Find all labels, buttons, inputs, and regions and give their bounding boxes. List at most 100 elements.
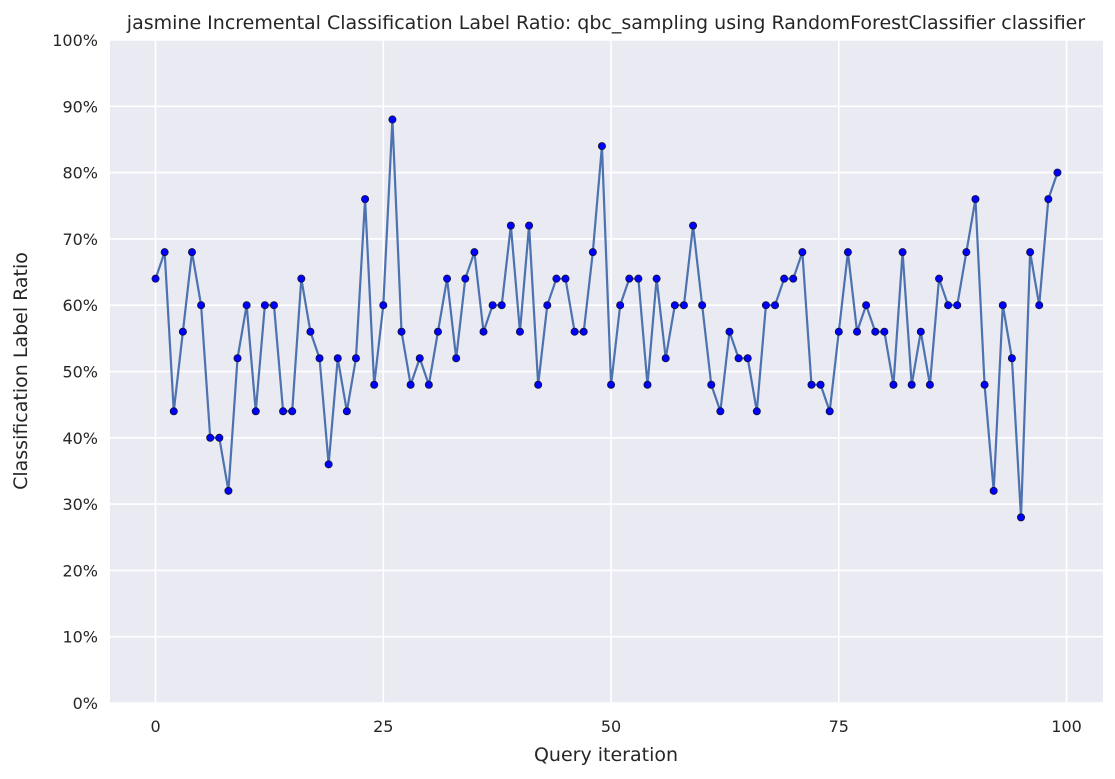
data-point	[269, 301, 278, 310]
data-point	[880, 327, 889, 336]
data-point	[689, 221, 698, 230]
data-point	[306, 327, 315, 336]
data-point	[971, 195, 980, 204]
data-point	[424, 380, 433, 389]
data-point	[834, 327, 843, 336]
data-point	[1017, 513, 1026, 522]
data-point	[370, 380, 379, 389]
data-point	[1044, 195, 1053, 204]
data-point	[980, 380, 989, 389]
data-point	[361, 195, 370, 204]
data-point	[752, 407, 761, 416]
data-point	[670, 301, 679, 310]
y-tick-label: 50%	[62, 363, 98, 382]
data-point	[415, 354, 424, 363]
data-point	[780, 274, 789, 283]
data-point	[151, 274, 160, 283]
data-point	[1035, 301, 1044, 310]
data-point	[397, 327, 406, 336]
y-tick-label: 40%	[62, 429, 98, 448]
y-tick-label: 10%	[62, 628, 98, 647]
y-tick-label: 80%	[62, 164, 98, 183]
data-point	[570, 327, 579, 336]
data-point	[525, 221, 534, 230]
data-point	[160, 248, 169, 257]
data-point	[260, 301, 269, 310]
data-point	[315, 354, 324, 363]
data-point	[187, 248, 196, 257]
x-axis-ticks: 0 25 50 75 100	[150, 717, 1081, 736]
data-point	[433, 327, 442, 336]
grid	[110, 39, 1103, 704]
data-point	[616, 301, 625, 310]
data-point	[707, 380, 716, 389]
data-point	[935, 274, 944, 283]
data-point	[907, 380, 916, 389]
data-point	[515, 327, 524, 336]
data-point	[251, 407, 260, 416]
data-point	[925, 380, 934, 389]
x-tick-label: 50	[601, 717, 621, 736]
data-point	[816, 380, 825, 389]
data-point	[853, 327, 862, 336]
y-tick-label: 0%	[73, 694, 98, 713]
data-point	[661, 354, 670, 363]
data-point	[379, 301, 388, 310]
data-point	[743, 354, 752, 363]
data-point	[761, 301, 770, 310]
data-point	[825, 407, 834, 416]
data-point	[406, 380, 415, 389]
data-point	[297, 274, 306, 283]
data-point	[1053, 168, 1062, 177]
data-point	[579, 327, 588, 336]
y-tick-label: 90%	[62, 97, 98, 116]
data-point	[725, 327, 734, 336]
y-tick-label: 30%	[62, 495, 98, 514]
data-point	[288, 407, 297, 416]
data-point	[242, 301, 251, 310]
data-point	[807, 380, 816, 389]
data-point	[488, 301, 497, 310]
data-point	[497, 301, 506, 310]
data-point	[989, 486, 998, 495]
data-point	[206, 433, 215, 442]
data-point	[388, 115, 397, 124]
data-point	[862, 301, 871, 310]
data-point	[443, 274, 452, 283]
chart-title: jasmine Incremental Classification Label…	[126, 12, 1086, 34]
data-point	[889, 380, 898, 389]
x-tick-label: 100	[1051, 717, 1082, 736]
series-line	[154, 118, 1059, 519]
data-point	[588, 248, 597, 257]
data-point	[561, 274, 570, 283]
data-point	[998, 301, 1007, 310]
x-axis-label: Query iteration	[534, 744, 678, 766]
x-tick-label: 25	[373, 717, 393, 736]
series-layer	[151, 115, 1062, 522]
data-point	[625, 274, 634, 283]
data-point	[916, 327, 925, 336]
data-point	[506, 221, 515, 230]
data-point	[552, 274, 561, 283]
y-axis-label: Classification Label Ratio	[10, 252, 32, 490]
data-point	[233, 354, 242, 363]
data-point	[771, 301, 780, 310]
data-point	[351, 354, 360, 363]
data-point	[479, 327, 488, 336]
data-point	[534, 380, 543, 389]
data-point	[843, 248, 852, 257]
data-point	[716, 407, 725, 416]
data-point	[698, 301, 707, 310]
data-point	[1007, 354, 1016, 363]
y-tick-label: 20%	[62, 561, 98, 580]
data-point	[652, 274, 661, 283]
data-point	[798, 248, 807, 257]
data-point	[953, 301, 962, 310]
data-point	[452, 354, 461, 363]
data-point	[543, 301, 552, 310]
y-tick-label: 60%	[62, 296, 98, 315]
x-tick-label: 75	[829, 717, 849, 736]
data-point	[607, 380, 616, 389]
data-point	[679, 301, 688, 310]
